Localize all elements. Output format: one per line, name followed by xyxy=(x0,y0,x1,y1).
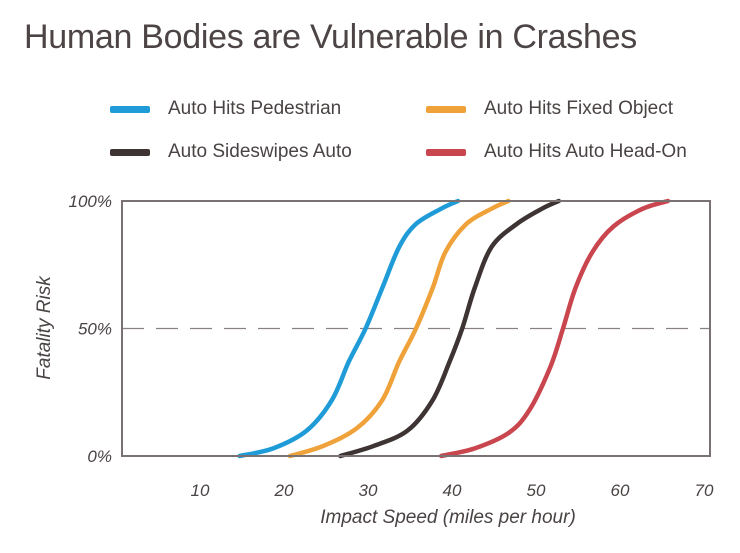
legend-label-sideswipe: Auto Sideswipes Auto xyxy=(168,141,352,162)
legend-swatch-fixed-object xyxy=(426,105,466,113)
x-tick-label: 10 xyxy=(191,481,210,500)
y-tick-label: 100% xyxy=(69,192,112,211)
legend-label-fixed-object: Auto Hits Fixed Object xyxy=(484,98,674,119)
x-tick-label: 60 xyxy=(611,481,630,500)
legend-swatch-head-on xyxy=(426,148,466,156)
legend-swatch-sideswipe xyxy=(110,148,150,156)
plot-frame xyxy=(121,200,711,457)
series-line-sideswipe xyxy=(338,198,562,459)
legend-label-head-on: Auto Hits Auto Head-On xyxy=(484,141,687,162)
legend-swatch-pedestrian xyxy=(110,105,150,113)
legend-label-pedestrian: Auto Hits Pedestrian xyxy=(168,98,342,119)
chart-title: Human Bodies are Vulnerable in Crashes xyxy=(24,18,637,56)
legend-item-pedestrian: Auto Hits Pedestrian xyxy=(110,97,341,121)
series-line-fixed-object xyxy=(287,198,511,459)
x-tick-label: 40 xyxy=(443,481,462,500)
y-tick-label: 50% xyxy=(78,320,112,339)
x-tick-label: 70 xyxy=(695,481,714,500)
x-tick-label: 20 xyxy=(274,481,294,500)
series-line-head-on xyxy=(438,198,671,459)
x-tick-label: 30 xyxy=(359,481,378,500)
legend-item-fixed-object: Auto Hits Fixed Object xyxy=(426,97,673,121)
legend-item-head-on: Auto Hits Auto Head-On xyxy=(426,140,687,164)
x-axis-label: Impact Speed (miles per hour) xyxy=(320,507,576,528)
x-tick-label: 50 xyxy=(527,481,546,500)
y-tick-label: 0% xyxy=(87,447,112,466)
legend-item-sideswipe: Auto Sideswipes Auto xyxy=(110,140,352,164)
y-axis-label: Fatality Risk xyxy=(34,275,55,380)
series-line-pedestrian xyxy=(237,198,461,459)
